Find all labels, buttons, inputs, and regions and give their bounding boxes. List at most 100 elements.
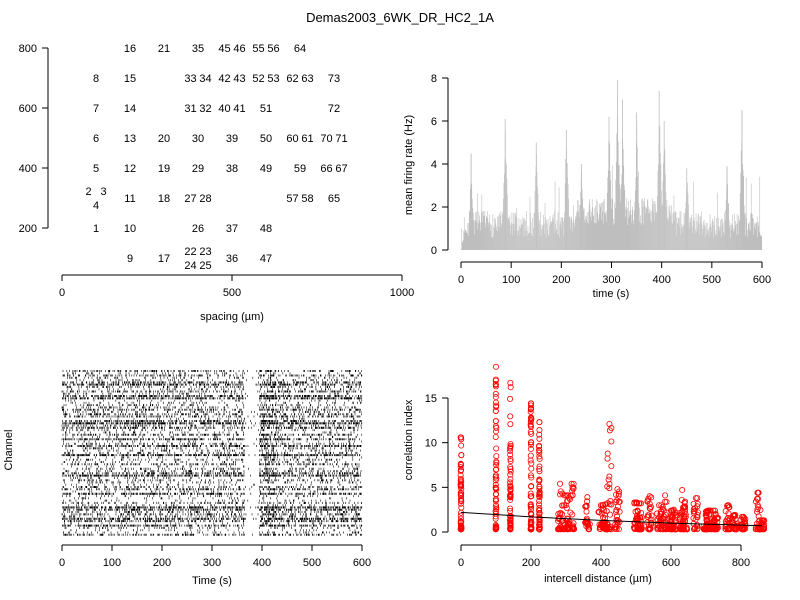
data-point: [603, 508, 610, 515]
channel-spike-train: [61, 463, 360, 466]
channel-spike-train: [61, 424, 362, 427]
p2-x-axis-tick-label: 100: [502, 274, 520, 286]
electrode-label: 51: [260, 103, 272, 115]
data-point: [660, 507, 667, 514]
channel-spike-train: [62, 474, 361, 477]
channel-spike-train: [63, 440, 362, 443]
data-point: [536, 447, 543, 454]
electrode-label: 11: [124, 193, 135, 205]
p2-y-axis-tick-label: 2: [431, 202, 437, 214]
data-point: [634, 508, 641, 515]
p3-x-axis-tick-label: 500: [303, 557, 321, 569]
electrode-label: 67: [335, 163, 347, 175]
data-point: [583, 517, 590, 524]
data-point: [595, 509, 602, 516]
channel-spike-train: [61, 438, 360, 441]
data-point: [567, 496, 574, 503]
p1-x-axis-tick-label: 1000: [390, 287, 414, 299]
data-point: [536, 431, 543, 438]
data-point: [637, 525, 644, 532]
data-point: [507, 522, 514, 529]
data-point: [656, 502, 663, 509]
data-point: [725, 504, 732, 511]
data-point: [527, 510, 534, 517]
data-point: [536, 497, 543, 504]
channel-spike-train: [61, 488, 359, 491]
data-point: [613, 509, 620, 516]
data-point: [560, 526, 567, 533]
electrode-label: 2: [85, 186, 91, 198]
data-point: [536, 468, 543, 475]
data-point: [507, 444, 514, 451]
channel-spike-train: [63, 511, 358, 514]
data-point: [606, 473, 613, 480]
p4-ylabel: correlation index: [403, 399, 415, 480]
data-point: [713, 526, 720, 533]
data-point: [557, 491, 564, 498]
data-point: [527, 490, 534, 497]
electrode-label: 32: [199, 103, 211, 115]
data-point: [671, 526, 678, 533]
data-point: [637, 514, 644, 521]
data-point: [586, 521, 593, 528]
data-point: [457, 464, 464, 471]
data-point: [527, 452, 534, 459]
p4-x-axis-tick-label: 400: [592, 557, 610, 569]
data-point: [493, 445, 500, 452]
data-point: [669, 524, 676, 531]
data-point: [527, 418, 534, 425]
channel-spike-train: [65, 435, 357, 438]
data-point: [714, 515, 721, 522]
channel-spike-train: [72, 490, 333, 493]
data-point: [738, 513, 745, 520]
data-point: [634, 514, 641, 521]
electrode-label: 10: [124, 223, 136, 235]
data-point: [754, 502, 761, 509]
p4-x-axis-tick-label: 800: [732, 557, 750, 569]
channel-spike-train: [70, 456, 362, 459]
p1-y-axis-tick-label: 400: [19, 163, 37, 175]
channel-spike-train: [64, 526, 361, 529]
data-point: [634, 524, 641, 531]
p4-x-axis-tick-label: 0: [458, 557, 464, 569]
electrode-label: 64: [294, 43, 306, 55]
electrode-label: 25: [199, 260, 211, 272]
electrode-label: 47: [260, 253, 272, 265]
channel-spike-train: [67, 388, 360, 391]
data-point: [493, 453, 500, 460]
data-point: [672, 509, 679, 516]
data-point: [608, 438, 615, 445]
p3-x-axis-tick-label: 0: [59, 557, 65, 569]
data-point: [690, 506, 697, 513]
electrode-label: 29: [192, 163, 204, 175]
data-point: [536, 419, 543, 426]
channel-spike-train: [71, 465, 360, 468]
data-point: [555, 511, 562, 518]
channel-spike-train: [61, 513, 360, 516]
data-point: [668, 508, 675, 515]
electrode-label: 14: [124, 103, 136, 115]
channel-spike-train: [63, 531, 360, 534]
data-point: [507, 384, 514, 391]
firing-rate-panel: time (s) mean firing rate (Hz) 0 100 200 30…: [403, 73, 771, 300]
channel-spike-train: [65, 447, 357, 450]
data-point: [679, 487, 686, 494]
channel-spike-train: [62, 383, 361, 386]
data-point: [559, 511, 566, 518]
data-point: [458, 482, 465, 489]
data-point: [458, 436, 465, 443]
electrode-label: 13: [124, 133, 136, 145]
channel-spike-train: [64, 522, 356, 525]
data-point: [536, 455, 543, 462]
data-point: [561, 492, 568, 499]
electrode-label: 20: [158, 133, 170, 145]
data-point: [585, 523, 592, 530]
data-point: [527, 441, 534, 448]
electrode-label: 19: [158, 163, 170, 175]
data-point: [507, 468, 514, 475]
data-point: [458, 452, 465, 459]
data-point: [754, 508, 761, 515]
electrode-label: 5: [93, 163, 99, 175]
channel-spike-train: [64, 451, 358, 454]
data-point: [756, 526, 763, 533]
